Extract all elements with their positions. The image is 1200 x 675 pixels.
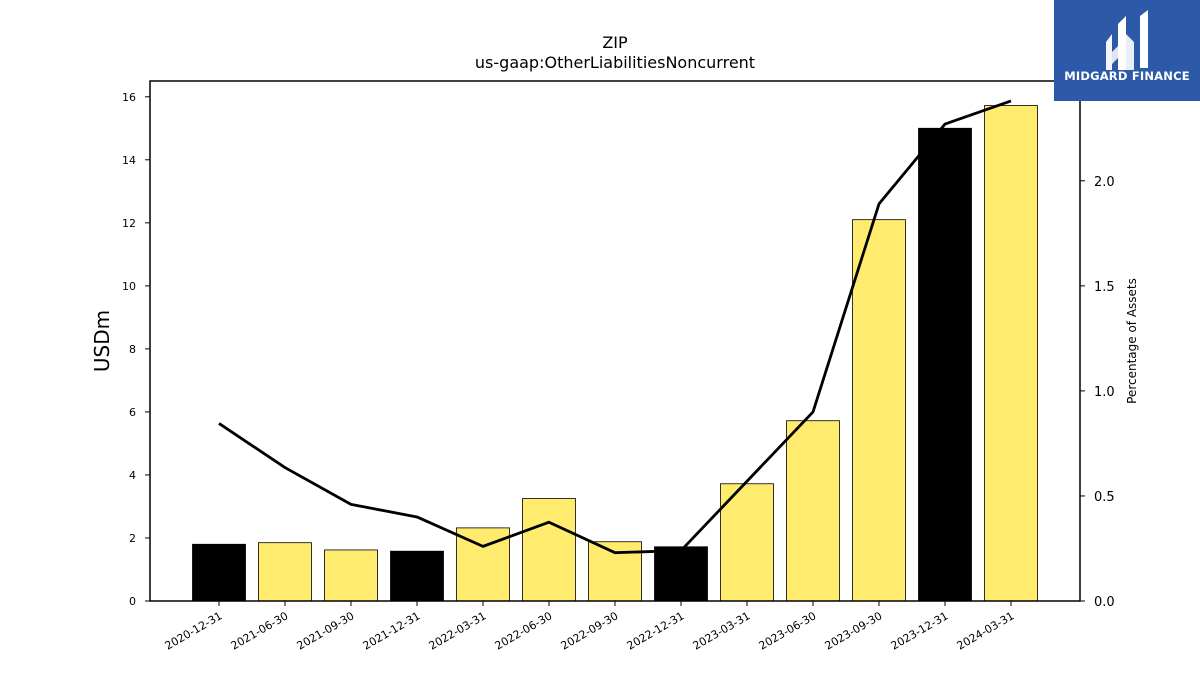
bar-2020-12-31	[192, 543, 246, 602]
y2-tick-label: 1.5	[1094, 280, 1115, 295]
x-axis: 2020-12-31 2021-06-30 2021-09-30 2021-12-31…	[163, 601, 1017, 653]
y-tick-label: 12	[122, 217, 136, 230]
x-tick-label: 2023-09-30	[823, 609, 885, 652]
x-tick-label: 2022-06-30	[493, 609, 555, 652]
y2-tick-label: 0.0	[1094, 595, 1115, 610]
y-axis-left: 0 2 4 6 8 10 12 14 16	[122, 91, 150, 608]
bar-2021-12-31	[390, 550, 444, 602]
bar-2022-12-31	[654, 546, 708, 602]
y-axis-label: USDm	[90, 310, 114, 372]
x-tick-label: 2022-12-31	[625, 609, 687, 652]
x-tick-label: 2021-09-30	[295, 609, 357, 652]
bar-2022-06-30	[522, 498, 576, 602]
y-tick-label: 6	[129, 406, 136, 419]
y-tick-label: 2	[129, 532, 136, 545]
y-tick-label: 14	[122, 154, 136, 167]
bar-2023-03-31	[720, 483, 774, 602]
x-tick-label: 2022-09-30	[559, 609, 621, 652]
x-tick-label: 2024-03-31	[955, 609, 1017, 652]
x-tick-label: 2023-06-30	[757, 609, 819, 652]
midgard-finance-logo: MIDGARD FINANCE	[1054, 0, 1200, 101]
x-tick-label: 2023-12-31	[889, 609, 951, 652]
logo-mark-icon	[1106, 10, 1148, 70]
y-axis-right: 0.0 0.5 1.0 1.5 2.0	[1080, 175, 1115, 610]
bar-2023-06-30	[786, 420, 840, 602]
bar-2023-09-30	[852, 219, 906, 602]
bar-2021-06-30	[258, 542, 312, 602]
line-layer	[218, 99, 1012, 555]
y-tick-label: 10	[122, 280, 136, 293]
y2-tick-label: 1.0	[1094, 385, 1115, 400]
bar-2023-12-31	[918, 127, 972, 602]
chart-title: ZIP	[602, 33, 628, 52]
logo-text: MIDGARD FINANCE	[1064, 69, 1190, 83]
bar-2021-09-30	[324, 549, 378, 602]
x-tick-label: 2022-03-31	[427, 609, 489, 652]
y2-tick-label: 0.5	[1094, 490, 1115, 505]
y2-axis-label: Percentage of Assets	[1125, 278, 1139, 404]
y-tick-label: 4	[129, 469, 136, 482]
x-tick-label: 2021-06-30	[229, 609, 291, 652]
chart-subtitle: us-gaap:OtherLiabilitiesNoncurrent	[475, 53, 755, 72]
bars	[192, 105, 1038, 602]
x-tick-label: 2020-12-31	[163, 609, 225, 652]
bar-2024-03-31	[984, 105, 1038, 602]
line-series-percentage	[218, 99, 1012, 555]
y-tick-label: 8	[129, 343, 136, 356]
x-tick-label: 2023-03-31	[691, 609, 753, 652]
bar-2022-09-30	[588, 541, 642, 602]
y-tick-label: 16	[122, 91, 136, 104]
x-tick-label: 2021-12-31	[361, 609, 423, 652]
y2-tick-label: 2.0	[1094, 175, 1115, 190]
y-tick-label: 0	[129, 595, 136, 608]
